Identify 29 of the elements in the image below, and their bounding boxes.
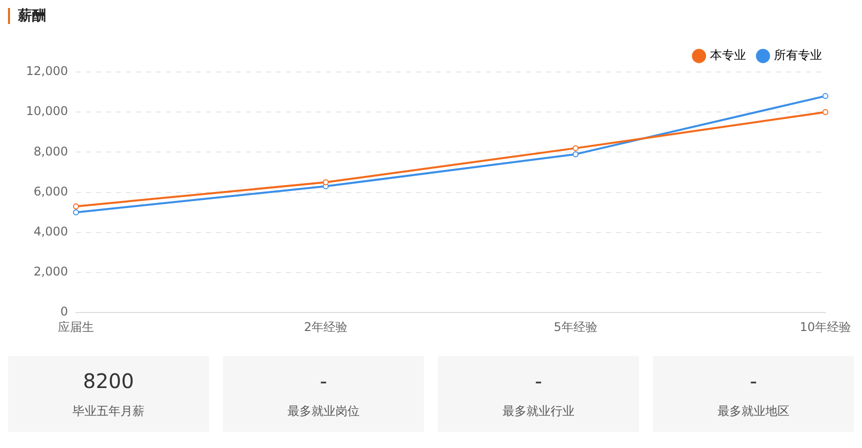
point — [572, 151, 579, 158]
x-tick-label: 10年经验 — [800, 320, 852, 334]
legend-label: 本专业 — [710, 48, 746, 62]
text: - — [534, 368, 542, 392]
y-tick-label: 10,000 — [26, 104, 68, 118]
text: 毕业五年月薪 — [72, 402, 144, 420]
text: - — [750, 368, 758, 392]
y-tick-label: 2,000 — [34, 264, 68, 279]
y-tick-label: 12,000 — [26, 64, 68, 78]
y-tick-label: 8,000 — [34, 144, 68, 158]
text: 最多就业岗位 — [288, 402, 360, 420]
legend-label: 所有专业 — [774, 48, 822, 62]
point — [322, 179, 329, 186]
y-tick-label: 6,000 — [34, 184, 68, 198]
y-tick-label: 4,000 — [34, 224, 68, 239]
text: 8200 — [83, 368, 134, 392]
point — [72, 203, 79, 210]
point — [822, 109, 828, 116]
x-tick-label: 2年经验 — [304, 320, 348, 334]
text: 最多就业行业 — [502, 402, 574, 420]
point — [72, 209, 79, 216]
x-tick-label: 应届生 — [58, 320, 94, 334]
text: - — [320, 368, 328, 392]
text: 最多就业地区 — [718, 402, 790, 420]
x-tick-label: 5年经验 — [554, 320, 598, 334]
chart-title: 薪酬 — [8, 8, 854, 24]
point — [822, 93, 828, 100]
point — [572, 145, 579, 152]
y-tick-label: 0 — [60, 304, 68, 319]
